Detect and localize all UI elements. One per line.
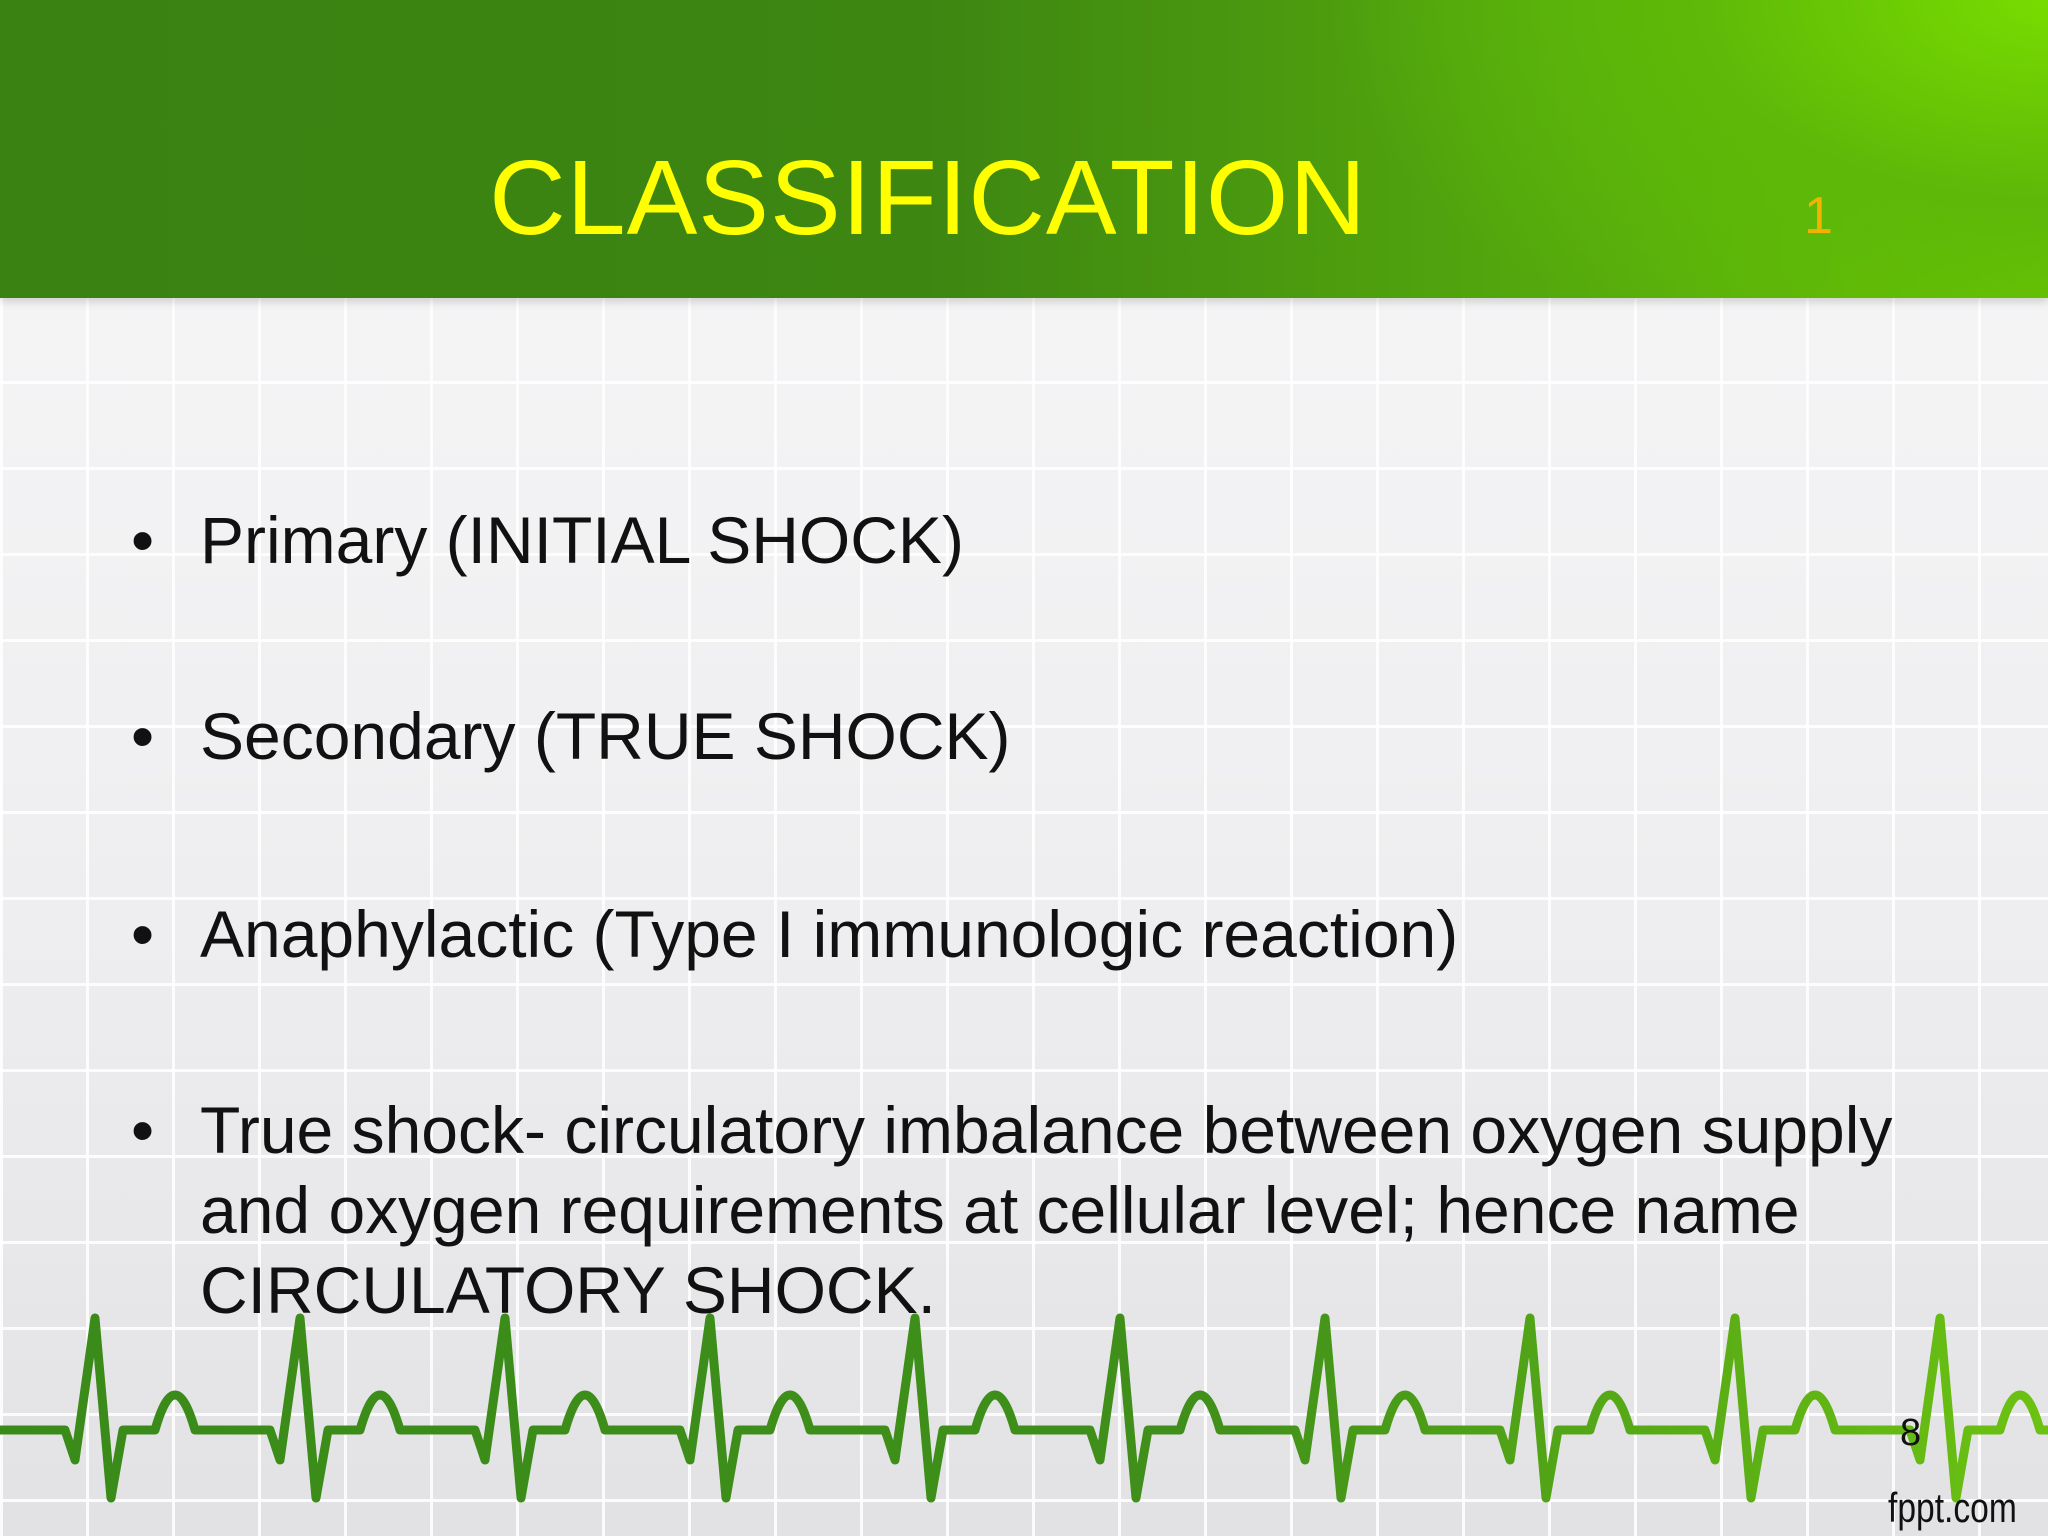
brand-watermark: fppt.com	[1888, 1484, 2017, 1531]
bullet-text: Primary (INITIAL SHOCK)	[200, 503, 964, 577]
slide-title: CLASSIFICATION	[489, 139, 1367, 257]
title-note: 1	[1804, 187, 1833, 245]
bullet-text: Secondary (TRUE SHOCK)	[200, 699, 1011, 773]
bullet-dot: •	[131, 897, 155, 971]
grid-background	[0, 298, 2048, 1536]
bullet-text: True shock- circulatory imbalance betwee…	[200, 1093, 1893, 1327]
page-number: 8	[1900, 1412, 1922, 1454]
bullet-dot: •	[131, 503, 155, 577]
ecg-line-decoration	[0, 1313, 2048, 1503]
bullet-text: Anaphylactic (Type I immunologic reactio…	[200, 897, 1459, 971]
bullet-dot: •	[131, 1093, 155, 1167]
bullet-dot: •	[131, 699, 155, 773]
header-band	[0, 0, 2048, 298]
